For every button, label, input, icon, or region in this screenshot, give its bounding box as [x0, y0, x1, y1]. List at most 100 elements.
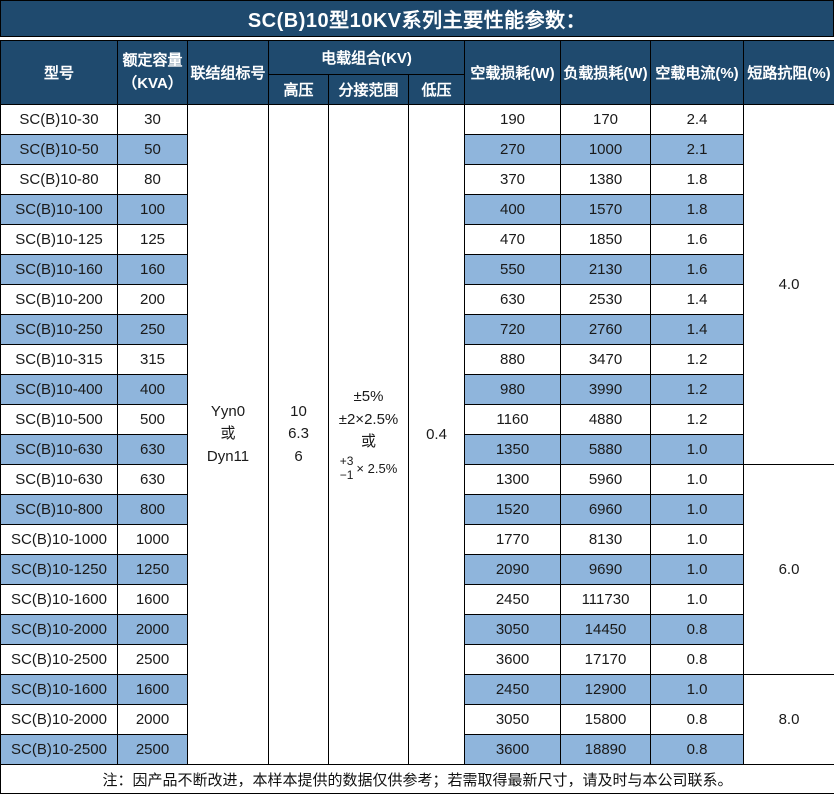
capacity-cell: 2500 — [117, 734, 188, 765]
model-cell: SC(B)10-160 — [0, 254, 118, 285]
footer-note: 注：因产品不断改进，本样本提供的数据仅供参考；若需取得最新尺寸，请及时与本公司联… — [0, 764, 834, 794]
no-load-loss-cell: 980 — [464, 374, 561, 405]
model-cell: SC(B)10-80 — [0, 164, 118, 195]
load-loss-cell: 1380 — [560, 164, 651, 195]
load-loss-cell: 2530 — [560, 284, 651, 315]
no-load-current-cell: 1.2 — [650, 374, 744, 405]
no-load-current-cell: 0.8 — [650, 614, 744, 645]
impedance-cell: 4.0 — [743, 104, 834, 465]
load-loss-cell: 2130 — [560, 254, 651, 285]
col-header-no-load-loss: 空载损耗(W) — [464, 40, 561, 105]
load-loss-cell: 17170 — [560, 644, 651, 675]
no-load-loss-cell: 3600 — [464, 734, 561, 765]
model-cell: SC(B)10-2000 — [0, 704, 118, 735]
no-load-current-cell: 1.0 — [650, 554, 744, 585]
no-load-loss-cell: 2450 — [464, 584, 561, 615]
no-load-current-cell: 1.0 — [650, 584, 744, 615]
no-load-loss-cell: 550 — [464, 254, 561, 285]
load-loss-cell: 15800 — [560, 704, 651, 735]
table-row: SC(B)10-2500 2500 3600 17170 0.8 — [0, 644, 834, 675]
capacity-cell: 2500 — [117, 644, 188, 675]
table-row: SC(B)10-30 30 Yyn0 或 Dyn11 10 6.3 6 ±5% ±2×2… — [0, 104, 834, 765]
capacity-cell: 630 — [117, 434, 188, 465]
table-row: SC(B)10-125 125 470 1850 1.6 — [0, 224, 834, 255]
capacity-cell: 1600 — [117, 674, 188, 705]
load-loss-cell: 2760 — [560, 314, 651, 345]
capacity-cell: 30 — [117, 104, 188, 135]
capacity-cell: 1250 — [117, 554, 188, 585]
capacity-cell: 250 — [117, 314, 188, 345]
col-header-load-loss: 负载损耗(W) — [560, 40, 651, 105]
load-loss-cell: 5960 — [560, 464, 651, 495]
table-row: SC(B)10-100 100 400 1570 1.8 — [0, 194, 834, 225]
table-row: SC(B)10-80 80 370 1380 1.8 — [0, 164, 834, 195]
tap-range-lines: ±5% ±2×2.5% 或 — [338, 388, 399, 451]
table-row: SC(B)10-250 250 720 2760 1.4 — [0, 314, 834, 345]
capacity-cell: 1600 — [117, 584, 188, 615]
no-load-current-cell: 1.8 — [650, 194, 744, 225]
load-loss-cell: 14450 — [560, 614, 651, 645]
load-loss-cell: 18890 — [560, 734, 651, 765]
no-load-current-cell: 1.0 — [650, 674, 744, 705]
model-cell: SC(B)10-250 — [0, 314, 118, 345]
no-load-current-cell: 1.0 — [650, 494, 744, 525]
no-load-loss-cell: 370 — [464, 164, 561, 195]
impedance-cell: 6.0 — [743, 464, 834, 675]
table-row: SC(B)10-2500 2500 3600 18890 0.8 — [0, 734, 834, 765]
model-cell: SC(B)10-630 — [0, 464, 118, 495]
table-row: SC(B)10-2000 2000 3050 14450 0.8 — [0, 614, 834, 645]
load-loss-cell: 3470 — [560, 344, 651, 375]
model-cell: SC(B)10-100 — [0, 194, 118, 225]
table-row: SC(B)10-160 160 550 2130 1.6 — [0, 254, 834, 285]
model-cell: SC(B)10-2500 — [0, 644, 118, 675]
no-load-current-cell: 1.0 — [650, 434, 744, 465]
tap-range-fraction: +3 −1 × 2.5% — [339, 453, 398, 482]
no-load-current-cell: 0.8 — [650, 704, 744, 735]
table-row: SC(B)10-1600 1600 2450 12900 1.0 8.0 — [0, 674, 834, 765]
capacity-cell: 500 — [117, 404, 188, 435]
no-load-loss-cell: 1520 — [464, 494, 561, 525]
table-row: SC(B)10-1600 1600 2450 111730 1.0 — [0, 584, 834, 615]
capacity-cell: 50 — [117, 134, 188, 165]
model-cell: SC(B)10-1600 — [0, 584, 118, 615]
vector-group-cell: Yyn0 或 Dyn11 — [187, 104, 269, 765]
capacity-cell: 80 — [117, 164, 188, 195]
load-loss-cell: 111730 — [560, 584, 651, 615]
table-title-text: SC(B)10型10KV系列主要性能参数： — [247, 10, 587, 32]
impedance-cell: 8.0 — [743, 674, 834, 765]
capacity-cell: 125 — [117, 224, 188, 255]
table-row: SC(B)10-200 200 630 2530 1.4 — [0, 284, 834, 315]
col-header-lv: 低压 — [408, 74, 465, 105]
no-load-current-cell: 1.2 — [650, 404, 744, 435]
model-cell: SC(B)10-1600 — [0, 674, 118, 705]
capacity-cell: 630 — [117, 464, 188, 495]
no-load-current-cell: 1.4 — [650, 314, 744, 345]
capacity-cell: 2000 — [117, 614, 188, 645]
col-header-impedance: 短路抗阻(%) — [743, 40, 834, 105]
no-load-current-cell: 0.8 — [650, 644, 744, 675]
no-load-current-cell: 1.6 — [650, 224, 744, 255]
no-load-loss-cell: 630 — [464, 284, 561, 315]
load-loss-cell: 170 — [560, 104, 651, 135]
load-loss-cell: 8130 — [560, 524, 651, 555]
capacity-cell: 2000 — [117, 704, 188, 735]
table-row: SC(B)10-50 50 270 1000 2.1 — [0, 134, 834, 165]
model-cell: SC(B)10-1250 — [0, 554, 118, 585]
no-load-loss-cell: 470 — [464, 224, 561, 255]
col-header-vector-group: 联结组标号 — [187, 40, 269, 105]
model-cell: SC(B)10-1000 — [0, 524, 118, 555]
col-header-capacity: 额定容量 （KVA） — [117, 40, 188, 105]
model-cell: SC(B)10-800 — [0, 494, 118, 525]
no-load-current-cell: 1.2 — [650, 344, 744, 375]
model-cell: SC(B)10-200 — [0, 284, 118, 315]
no-load-loss-cell: 2450 — [464, 674, 561, 705]
capacity-cell: 400 — [117, 374, 188, 405]
capacity-cell: 315 — [117, 344, 188, 375]
load-loss-cell: 9690 — [560, 554, 651, 585]
model-cell: SC(B)10-30 — [0, 104, 118, 135]
col-header-no-load-current: 空载电流(%) — [650, 40, 744, 105]
capacity-cell: 1000 — [117, 524, 188, 555]
spec-table: 型号 额定容量 （KVA） 联结组标号 电载组合(KV) 空载损耗(W) 负载损… — [0, 40, 834, 794]
model-cell: SC(B)10-2500 — [0, 734, 118, 765]
